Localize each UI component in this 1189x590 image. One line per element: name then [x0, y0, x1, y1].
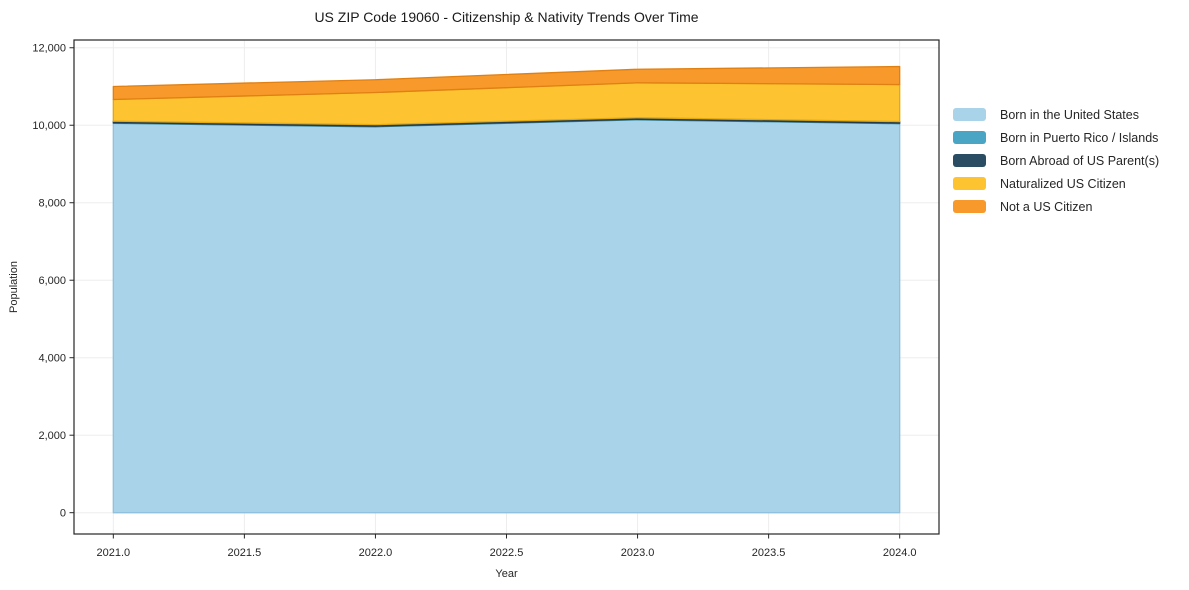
- legend-swatch: [953, 154, 986, 167]
- y-tick-label: 10,000: [32, 120, 66, 132]
- legend-item: Born in the United States: [953, 103, 1159, 126]
- legend-label: Not a US Citizen: [1000, 199, 1093, 214]
- legend-swatch: [953, 108, 986, 121]
- x-tick-label: 2021.0: [96, 547, 130, 559]
- y-tick-label: 2,000: [38, 430, 66, 442]
- chart-title: US ZIP Code 19060 - Citizenship & Nativi…: [314, 9, 699, 25]
- y-tick-label: 4,000: [38, 353, 66, 365]
- y-tick-label: 6,000: [38, 275, 66, 287]
- legend-swatch: [953, 177, 986, 190]
- x-tick-label: 2021.5: [228, 547, 262, 559]
- legend-label: Born in the United States: [1000, 107, 1139, 122]
- y-tick-label: 8,000: [38, 198, 66, 210]
- legend-swatch: [953, 200, 986, 213]
- x-axis-label: Year: [495, 568, 518, 580]
- legend-item: Naturalized US Citizen: [953, 172, 1159, 195]
- x-tick-label: 2022.0: [359, 547, 393, 559]
- x-tick-label: 2023.0: [621, 547, 655, 559]
- x-tick-label: 2023.5: [752, 547, 786, 559]
- y-tick-label: 0: [60, 507, 66, 519]
- legend-swatch: [953, 131, 986, 144]
- legend-label: Born Abroad of US Parent(s): [1000, 153, 1160, 168]
- x-tick-label: 2022.5: [490, 547, 524, 559]
- y-axis-label: Population: [8, 261, 20, 313]
- y-tick-label: 12,000: [32, 43, 66, 55]
- legend-label: Born in Puerto Rico / Islands: [1000, 130, 1159, 145]
- legend-item: Not a US Citizen: [953, 195, 1159, 218]
- area-series: [112, 65, 901, 101]
- area-series: [112, 119, 901, 514]
- legend-item: Born Abroad of US Parent(s): [953, 149, 1159, 172]
- legend-label: Naturalized US Citizen: [1000, 176, 1126, 191]
- chart-legend: Born in the United States Born in Puerto …: [953, 103, 1159, 218]
- legend-item: Born in Puerto Rico / Islands: [953, 126, 1159, 149]
- x-tick-label: 2024.0: [883, 547, 917, 559]
